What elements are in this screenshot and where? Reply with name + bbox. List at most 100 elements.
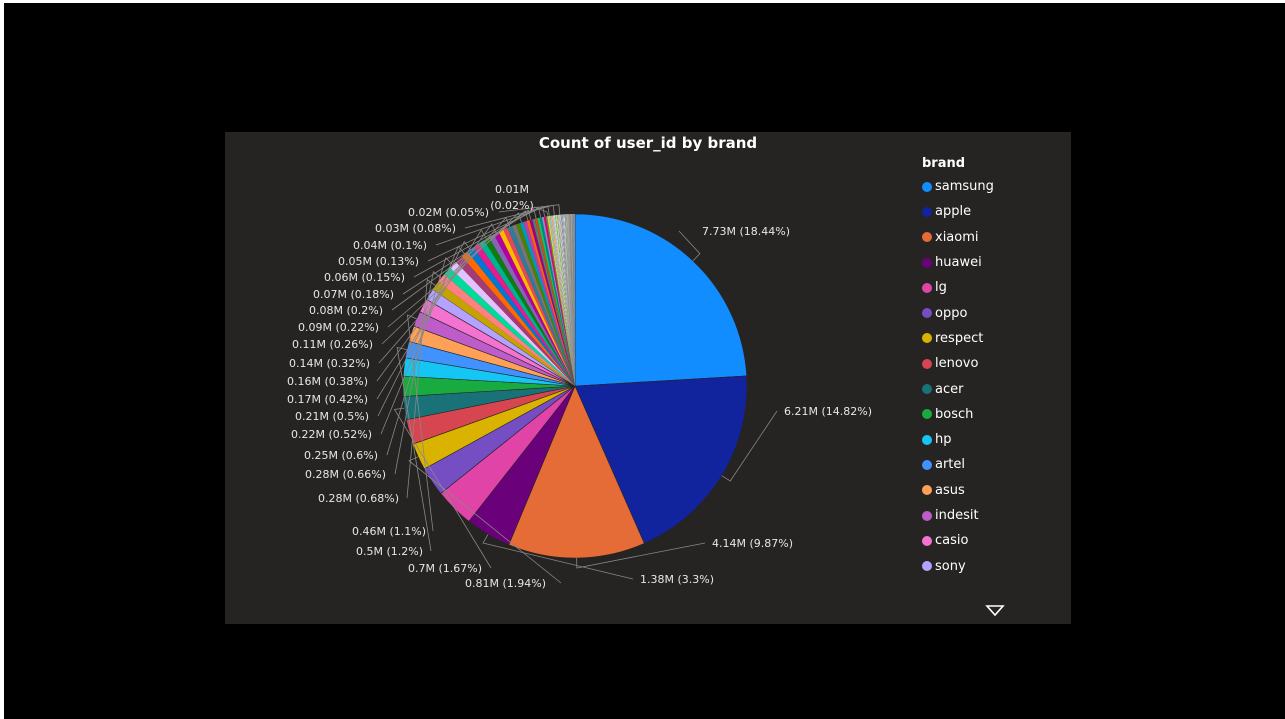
pie-slice-71[interactable]: [567, 214, 575, 386]
pie-slice-85[interactable]: [571, 214, 575, 386]
pie-slice-89[interactable]: [572, 214, 575, 386]
pie-slice-48[interactable]: [552, 215, 575, 386]
pie-slice-61[interactable]: [563, 214, 575, 386]
pie-slice-57[interactable]: [560, 214, 575, 386]
pie-slice-68[interactable]: [566, 214, 575, 386]
pie-slice-17[interactable]: [438, 274, 575, 386]
pie-slice-44[interactable]: [547, 216, 575, 386]
legend-item-hp[interactable]: hp: [922, 427, 1062, 452]
legend-item-xiaomi[interactable]: xiaomi: [922, 225, 1062, 250]
pie-slice-41[interactable]: [541, 216, 575, 386]
pie-slice-83[interactable]: [571, 214, 575, 386]
pie-slice-101[interactable]: [574, 214, 575, 386]
pie-slice-24[interactable]: [478, 240, 575, 386]
pie-slice-72[interactable]: [567, 214, 575, 386]
pie-slice-86[interactable]: [571, 214, 575, 386]
pie-slice-31[interactable]: [511, 224, 575, 386]
pie-slice-40[interactable]: [539, 217, 575, 386]
legend-item-respect[interactable]: respect: [922, 326, 1062, 351]
pie-slice-47[interactable]: [551, 215, 575, 386]
pie-slice-34[interactable]: [523, 220, 575, 386]
pie-slice-33[interactable]: [519, 221, 575, 386]
pie-slice-80[interactable]: [570, 214, 575, 386]
pie-slice-73[interactable]: [568, 214, 575, 386]
legend-item-sony[interactable]: sony: [922, 553, 1062, 578]
pie-slice-36[interactable]: [529, 219, 575, 386]
pie-slice-99[interactable]: [573, 214, 575, 386]
pie-slice-56[interactable]: [560, 214, 575, 386]
pie-slice-25[interactable]: [483, 237, 575, 386]
pie-slice-59[interactable]: [562, 214, 575, 386]
pie-slice-42[interactable]: [543, 216, 575, 386]
pie-slice-87[interactable]: [571, 214, 575, 386]
pie-chart-visual[interactable]: Count of user_id by brand 7.73M (18.44%)…: [225, 132, 1071, 624]
pie-slice-104[interactable]: [574, 214, 575, 386]
pie-slice-66[interactable]: [565, 214, 575, 386]
legend-item-samsung[interactable]: samsung: [922, 174, 1062, 199]
pie-slice-67[interactable]: [565, 214, 575, 386]
pie-slice-51[interactable]: [555, 214, 575, 386]
pie-slice-64[interactable]: [564, 214, 575, 386]
caret-down-icon[interactable]: [985, 605, 1005, 617]
legend-item-oppo[interactable]: oppo: [922, 300, 1062, 325]
legend-item-artel[interactable]: artel: [922, 452, 1062, 477]
pie-slice-79[interactable]: [570, 214, 575, 386]
pie-slice-23[interactable]: [473, 243, 575, 386]
pie-slice-103[interactable]: [574, 214, 575, 386]
pie-slice-35[interactable]: [526, 220, 575, 386]
pie-slice-58[interactable]: [561, 214, 575, 386]
pie-slice-76[interactable]: [569, 214, 575, 386]
legend-item-lg[interactable]: lg: [922, 275, 1062, 300]
legend-item-acer[interactable]: acer: [922, 376, 1062, 401]
pie-slice-38[interactable]: [534, 218, 575, 386]
pie-slice-77[interactable]: [569, 214, 575, 386]
legend-item-apple[interactable]: apple: [922, 199, 1062, 224]
pie-slice-16[interactable]: [432, 281, 575, 386]
pie-slice-22[interactable]: [467, 247, 575, 386]
pie-slice-78[interactable]: [569, 214, 575, 386]
pie-slice-60[interactable]: [562, 214, 575, 386]
pie-slice-29[interactable]: [503, 227, 575, 386]
pie-slice-43[interactable]: [545, 216, 575, 386]
pie-slice-39[interactable]: [537, 217, 575, 386]
pie-slice-54[interactable]: [558, 214, 575, 386]
pie-slice-70[interactable]: [567, 214, 575, 386]
pie-slice-45[interactable]: [548, 215, 575, 386]
legend-item-indesit[interactable]: indesit: [922, 503, 1062, 528]
pie-slice-26[interactable]: [488, 234, 575, 386]
pie-slice-98[interactable]: [573, 214, 575, 386]
pie-slice-82[interactable]: [570, 214, 575, 386]
legend-item-huawei[interactable]: huawei: [922, 250, 1062, 275]
pie-slice-84[interactable]: [571, 214, 575, 386]
pie-slice-28[interactable]: [498, 229, 575, 386]
pie-slice-63[interactable]: [564, 214, 575, 386]
pie-slice-55[interactable]: [559, 214, 575, 386]
pie-slice-65[interactable]: [565, 214, 575, 386]
pie-slice-19[interactable]: [449, 261, 575, 386]
pie-slice-32[interactable]: [515, 223, 575, 386]
pie-slice-27[interactable]: [493, 231, 575, 386]
pie-slice-52[interactable]: [556, 214, 575, 386]
pie-slice-samsung[interactable]: [574, 213, 748, 387]
pie-slice-74[interactable]: [568, 214, 575, 386]
legend-item-asus[interactable]: asus: [922, 478, 1062, 503]
pie-slice-75[interactable]: [568, 214, 575, 386]
pie-slice-97[interactable]: [573, 214, 575, 386]
pie-slice-50[interactable]: [554, 215, 575, 386]
pie-slice-62[interactable]: [563, 214, 575, 386]
pie-slice-21[interactable]: [461, 251, 575, 386]
pie-slice-30[interactable]: [507, 225, 575, 386]
pie-slice-37[interactable]: [532, 218, 575, 386]
legend-item-casio[interactable]: casio: [922, 528, 1062, 553]
legend-item-lenovo[interactable]: lenovo: [922, 351, 1062, 376]
pie-slice-53[interactable]: [557, 214, 575, 386]
data-label: 7.73M (18.44%): [702, 225, 790, 238]
pie-slice-69[interactable]: [566, 214, 575, 386]
pie-slice-18[interactable]: [444, 267, 575, 386]
legend-item-bosch[interactable]: bosch: [922, 402, 1062, 427]
pie-slice-46[interactable]: [550, 215, 575, 386]
pie-slice-apple[interactable]: [574, 375, 748, 544]
pie-slice-81[interactable]: [570, 214, 575, 386]
pie-slice-49[interactable]: [553, 215, 575, 386]
pie-slice-20[interactable]: [455, 256, 575, 386]
